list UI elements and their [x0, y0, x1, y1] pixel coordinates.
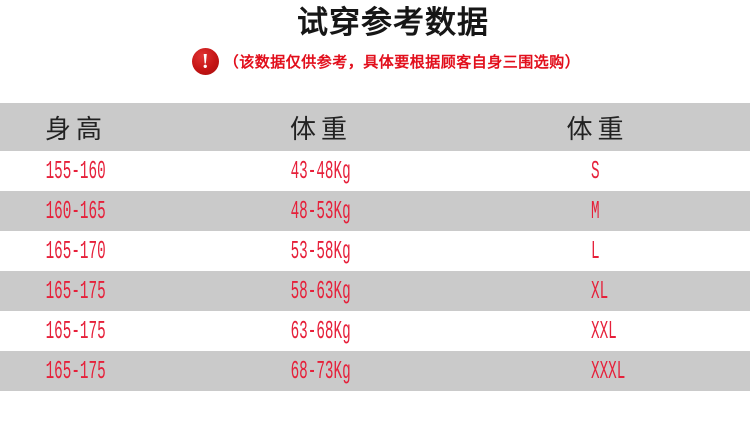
- height-cell: 165-170: [0, 236, 152, 266]
- size-cell: L: [490, 236, 705, 266]
- weight-cell: 43-48Kg: [152, 156, 490, 186]
- height-cell: 165-175: [0, 316, 152, 346]
- table-row: 155-160 43-48Kg S: [0, 151, 750, 191]
- weight-value: 43-48Kg: [290, 156, 352, 186]
- header-size: 体重: [566, 114, 629, 144]
- size-reference-table: 身高 体重 体重 155-160 43-48Kg S 160-165 48-53…: [0, 103, 750, 391]
- height-cell: 165-175: [0, 356, 152, 386]
- height-cell: 155-160: [0, 156, 152, 186]
- weight-value: 53-58Kg: [290, 236, 352, 266]
- height-value: 165-175: [45, 356, 107, 386]
- table-row: 165-175 68-73Kg XXXL: [0, 351, 750, 391]
- size-value: XXXL: [591, 356, 626, 386]
- size-cell: M: [490, 196, 705, 226]
- weight-cell: 63-68Kg: [152, 316, 490, 346]
- height-value: 165-170: [45, 236, 107, 266]
- height-cell: 160-165: [0, 196, 152, 226]
- table-row: 160-165 48-53Kg M: [0, 191, 750, 231]
- weight-cell: 48-53Kg: [152, 196, 490, 226]
- height-cell: 165-175: [0, 276, 152, 306]
- weight-value: 63-68Kg: [290, 316, 352, 346]
- table-header-row: 身高 体重 体重: [0, 103, 750, 151]
- warning-exclamation-icon: !: [191, 47, 219, 75]
- height-value: 155-160: [45, 156, 107, 186]
- weight-cell: 58-63Kg: [152, 276, 490, 306]
- notice-line: ! （该数据仅供参考，具体要根据顾客自身三围选购）: [11, 46, 750, 76]
- table-row: 165-175 63-68Kg XXL: [0, 311, 750, 351]
- table-row: 165-170 53-58Kg L: [0, 231, 750, 271]
- height-value: 165-175: [45, 316, 107, 346]
- weight-cell: 53-58Kg: [152, 236, 490, 266]
- size-cell: S: [490, 156, 705, 186]
- table-row: 165-175 58-63Kg XL: [0, 271, 750, 311]
- height-value: 160-165: [45, 196, 107, 226]
- size-cell: XL: [490, 276, 705, 306]
- size-cell: XXXL: [490, 356, 705, 386]
- weight-value: 58-63Kg: [290, 276, 352, 306]
- size-value: XXL: [591, 316, 617, 346]
- header-height: 身高: [44, 114, 107, 144]
- size-cell: XXL: [490, 316, 705, 346]
- weight-value: 48-53Kg: [290, 196, 352, 226]
- weight-value: 68-73Kg: [290, 356, 352, 386]
- header-weight: 体重: [289, 114, 352, 144]
- size-value: S: [591, 156, 600, 186]
- size-value: M: [591, 196, 600, 226]
- weight-cell: 68-73Kg: [152, 356, 490, 386]
- notice-text: （该数据仅供参考，具体要根据顾客自身三围选购）: [223, 53, 581, 71]
- size-value: XL: [591, 276, 609, 306]
- height-value: 165-175: [45, 276, 107, 306]
- page-title: 试穿参考数据: [297, 5, 489, 40]
- size-value: L: [591, 236, 600, 266]
